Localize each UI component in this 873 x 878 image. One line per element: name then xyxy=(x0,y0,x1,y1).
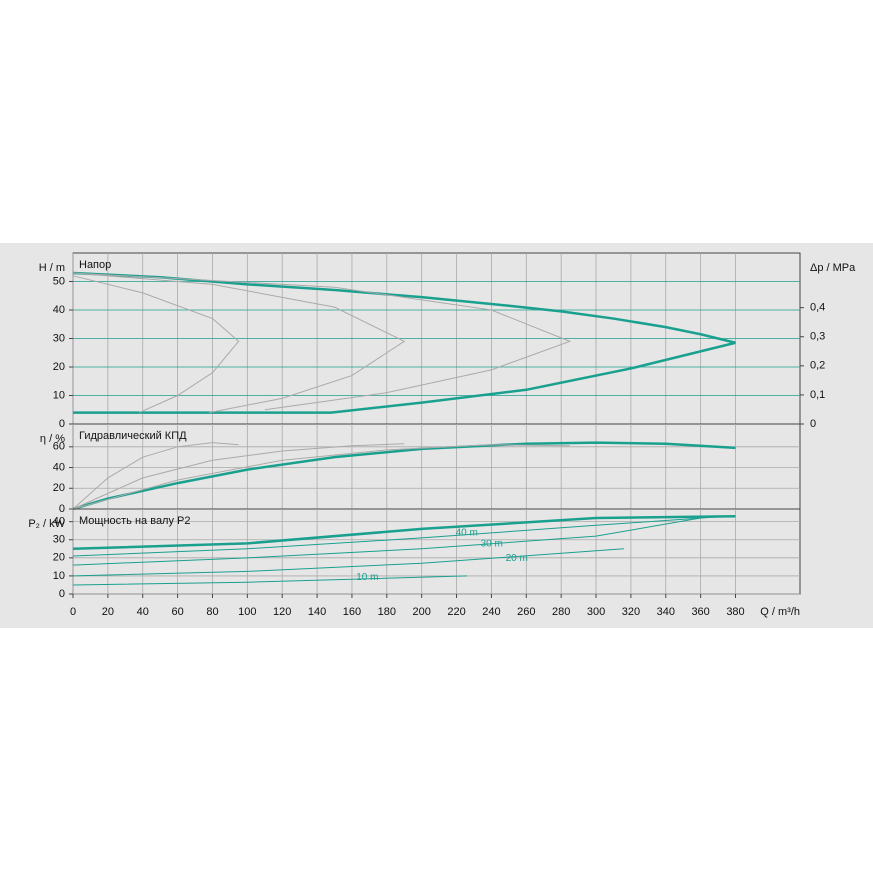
curve xyxy=(72,443,405,510)
x-tick-label: 160 xyxy=(343,606,361,618)
y2-axis-label: Δp / MPa xyxy=(810,262,856,274)
panel-bg xyxy=(0,243,873,628)
curve xyxy=(72,548,624,577)
y-axis-label: H / m xyxy=(39,262,65,274)
y2-tick-label: 0,1 xyxy=(810,389,825,401)
x-tick-label: 260 xyxy=(517,606,535,618)
x-tick-label: 200 xyxy=(413,606,431,618)
x-tick-label: 100 xyxy=(238,606,256,618)
x-tick-label: 60 xyxy=(171,606,183,618)
x-tick-label: 40 xyxy=(137,606,149,618)
curve xyxy=(72,271,736,344)
panel-title: Мощность на валу P2 xyxy=(79,515,191,527)
x-tick-label: 140 xyxy=(308,606,326,618)
y-tick-label: 20 xyxy=(53,552,65,564)
y2-tick-label: 0,4 xyxy=(810,302,825,314)
panel-title: Напор xyxy=(79,259,111,271)
y-axis-label: η / % xyxy=(40,433,65,445)
x-tick-label: 180 xyxy=(378,606,396,618)
panel-title: Гидравлический КПД xyxy=(79,430,187,442)
y-tick-label: 40 xyxy=(53,516,65,528)
x-tick-label: 280 xyxy=(552,606,570,618)
y-tick-label: 40 xyxy=(53,461,65,473)
curve xyxy=(72,275,240,414)
y-tick-label: 10 xyxy=(53,570,65,582)
y-tick-label: 20 xyxy=(53,482,65,494)
curve xyxy=(72,442,239,510)
y-tick-label: 0 xyxy=(59,418,65,430)
y-tick-label: 30 xyxy=(53,332,65,344)
y2-tick-label: 0,3 xyxy=(810,331,825,343)
curve xyxy=(72,575,468,586)
curve xyxy=(72,514,736,551)
curve-label: 30 m xyxy=(481,538,503,549)
x-tick-label: 380 xyxy=(726,606,744,618)
y-tick-label: 50 xyxy=(53,275,65,287)
x-tick-label: 20 xyxy=(102,606,114,618)
curve xyxy=(72,272,406,414)
curve-label: 20 m xyxy=(506,553,528,564)
x-tick-label: 300 xyxy=(587,606,605,618)
y2-tick-label: 0 xyxy=(810,418,816,430)
x-tick-label: 320 xyxy=(622,606,640,618)
curve-label: 10 m xyxy=(356,572,378,583)
y-tick-label: 30 xyxy=(53,534,65,546)
curve xyxy=(72,272,572,411)
x-tick-label: 240 xyxy=(482,606,500,618)
x-tick-label: 220 xyxy=(447,606,465,618)
x-tick-label: 0 xyxy=(70,606,76,618)
curve xyxy=(72,441,736,511)
y-axis-label: P₂ / kW xyxy=(28,518,65,530)
y-tick-label: 10 xyxy=(53,389,65,401)
x-tick-label: 360 xyxy=(691,606,709,618)
curve-label: 40 m xyxy=(456,528,478,539)
x-tick-label: 120 xyxy=(273,606,291,618)
y-tick-label: 40 xyxy=(53,304,65,316)
y-tick-label: 60 xyxy=(53,441,65,453)
x-tick-label: 80 xyxy=(206,606,218,618)
curve xyxy=(73,341,736,414)
y2-tick-label: 0,2 xyxy=(810,360,825,372)
curve xyxy=(72,517,701,566)
y-tick-label: 20 xyxy=(53,361,65,373)
y-tick-label: 0 xyxy=(59,588,65,600)
curve xyxy=(72,444,570,510)
x-axis-label: Q / m³/h xyxy=(760,606,800,618)
y-tick-label: 0 xyxy=(59,503,65,515)
curve xyxy=(72,515,727,557)
x-tick-label: 340 xyxy=(657,606,675,618)
